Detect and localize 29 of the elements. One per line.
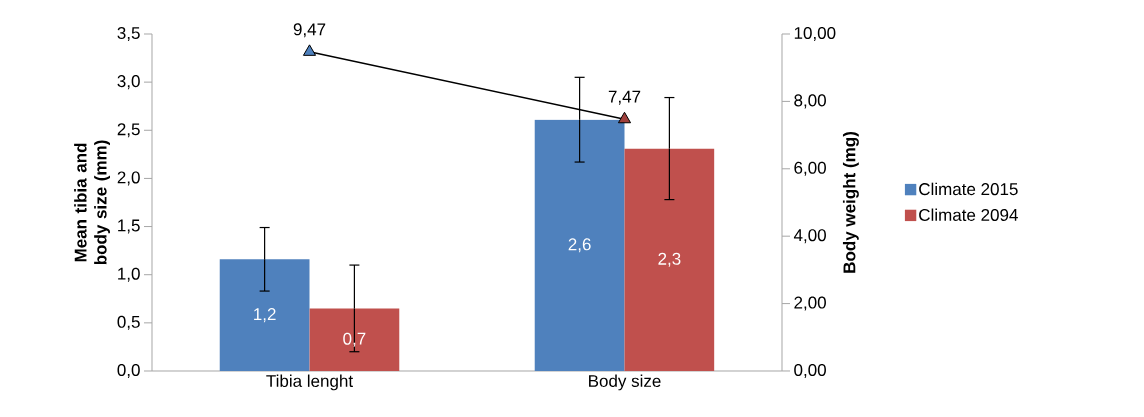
- y-tick-label: 3,5: [117, 26, 140, 42]
- data-label: 2,3: [658, 252, 681, 267]
- x-tick-label: Body size: [589, 374, 661, 391]
- data-label: 1,2: [254, 308, 276, 323]
- y2-tick-label: 10,00: [794, 26, 836, 42]
- y-tick-label: 0,0: [117, 363, 140, 379]
- y-tick-label: 1,0: [118, 267, 140, 282]
- y2-tick-label: 6,00: [794, 161, 826, 176]
- y2-axis-title: Body weight (mg): [842, 132, 859, 273]
- y2-tick-label: 0,00: [794, 363, 826, 379]
- legend-label: Climate 2015: [919, 182, 1018, 196]
- y-tick-label: 0,5: [117, 315, 140, 330]
- y-axis-title: Mean tibia and body size (mm): [74, 140, 110, 265]
- x-tick-label: Tibia lenght: [266, 374, 353, 391]
- y2-tick-label: 4,00: [793, 229, 826, 244]
- legend-label: Climate 2094: [919, 208, 1018, 221]
- bar: [219, 259, 310, 371]
- y-tick-label: 2,5: [117, 123, 140, 138]
- bar: [624, 148, 715, 371]
- data-label: 2,6: [568, 238, 591, 253]
- y-tick-label: 3,0: [117, 75, 140, 90]
- y2-tick-label: 8,00: [794, 94, 826, 109]
- data-label: 9,47: [293, 23, 326, 38]
- y-tick-label: 1,5: [118, 219, 140, 234]
- y-tick-label: 2,0: [117, 171, 140, 186]
- bar: [309, 308, 400, 371]
- data-label: 7,47: [608, 90, 641, 105]
- bar: [534, 119, 625, 371]
- y2-tick-label: 2,00: [794, 296, 826, 311]
